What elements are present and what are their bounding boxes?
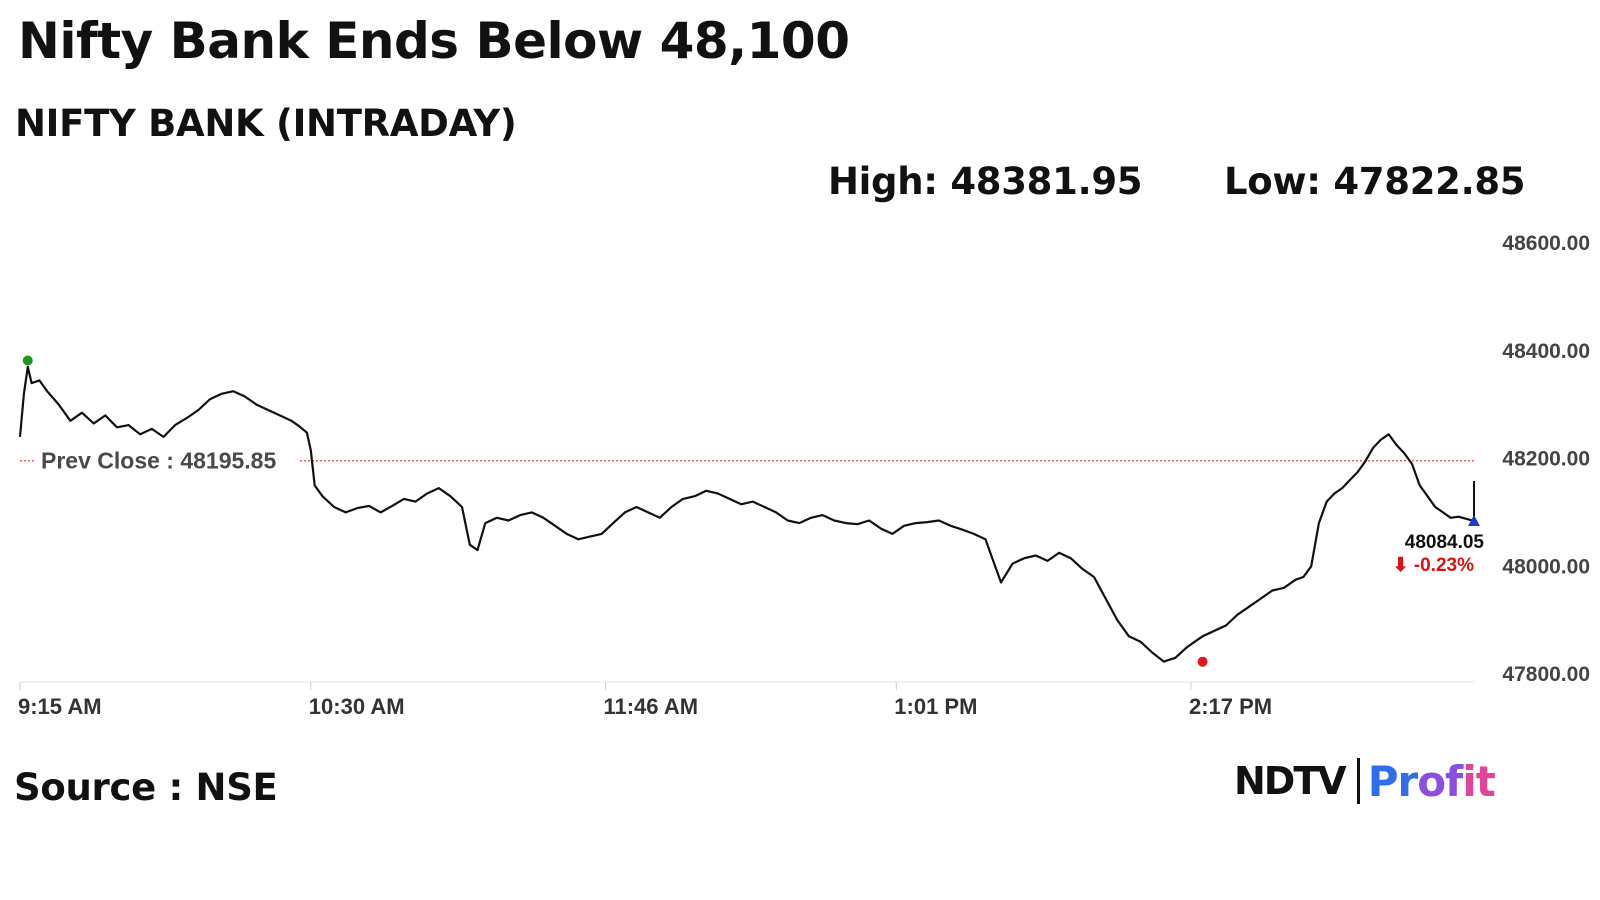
- y-tick-label: 48000.00: [1502, 555, 1590, 578]
- logo-divider: [1356, 758, 1360, 804]
- y-tick-label: 47800.00: [1502, 663, 1590, 686]
- logo-ndtv-text: NDTV: [1234, 759, 1347, 803]
- logo-profit-text: Profit: [1367, 756, 1496, 806]
- prev-close-label: Prev Close : 48195.85: [41, 448, 276, 474]
- day-high-stat: High: 48381.95: [828, 160, 1143, 203]
- price-series-line: [18, 365, 1475, 663]
- change-percent-label: ⬇ -0.23%: [1393, 555, 1475, 576]
- headline: Nifty Bank Ends Below 48,100: [18, 12, 850, 70]
- source-note: Source : NSE: [14, 766, 278, 809]
- y-tick-label: 48400.00: [1502, 340, 1590, 363]
- chart-title: NIFTY BANK (INTRADAY): [15, 102, 517, 145]
- x-tick-label: 11:46 AM: [603, 694, 698, 719]
- last-point-marker: [1468, 514, 1480, 526]
- last-value-label: 48084.05: [1405, 532, 1485, 553]
- y-axis: 48600.00 48400.00 48200.00 48000.00 47800.00: [1502, 232, 1590, 686]
- ndtv-profit-logo: NDTV Profit: [1234, 756, 1496, 806]
- day-low-stat: Low: 47822.85: [1224, 160, 1526, 203]
- low-point-marker: [1197, 656, 1208, 667]
- x-tick-label: 10:30 AM: [309, 694, 405, 719]
- x-tick-label: 1:01 PM: [894, 694, 977, 719]
- prev-close-label-bg: [36, 448, 300, 473]
- x-axis: 9:15 AM 10:30 AM 11:46 AM 1:01 PM 2:17 PM: [18, 682, 1272, 719]
- y-tick-label: 48200.00: [1502, 448, 1590, 471]
- y-tick-label: 48600.00: [1502, 232, 1590, 255]
- x-tick-label: 9:15 AM: [18, 694, 102, 719]
- x-tick-label: 2:17 PM: [1189, 694, 1272, 719]
- high-point-marker: [22, 355, 33, 366]
